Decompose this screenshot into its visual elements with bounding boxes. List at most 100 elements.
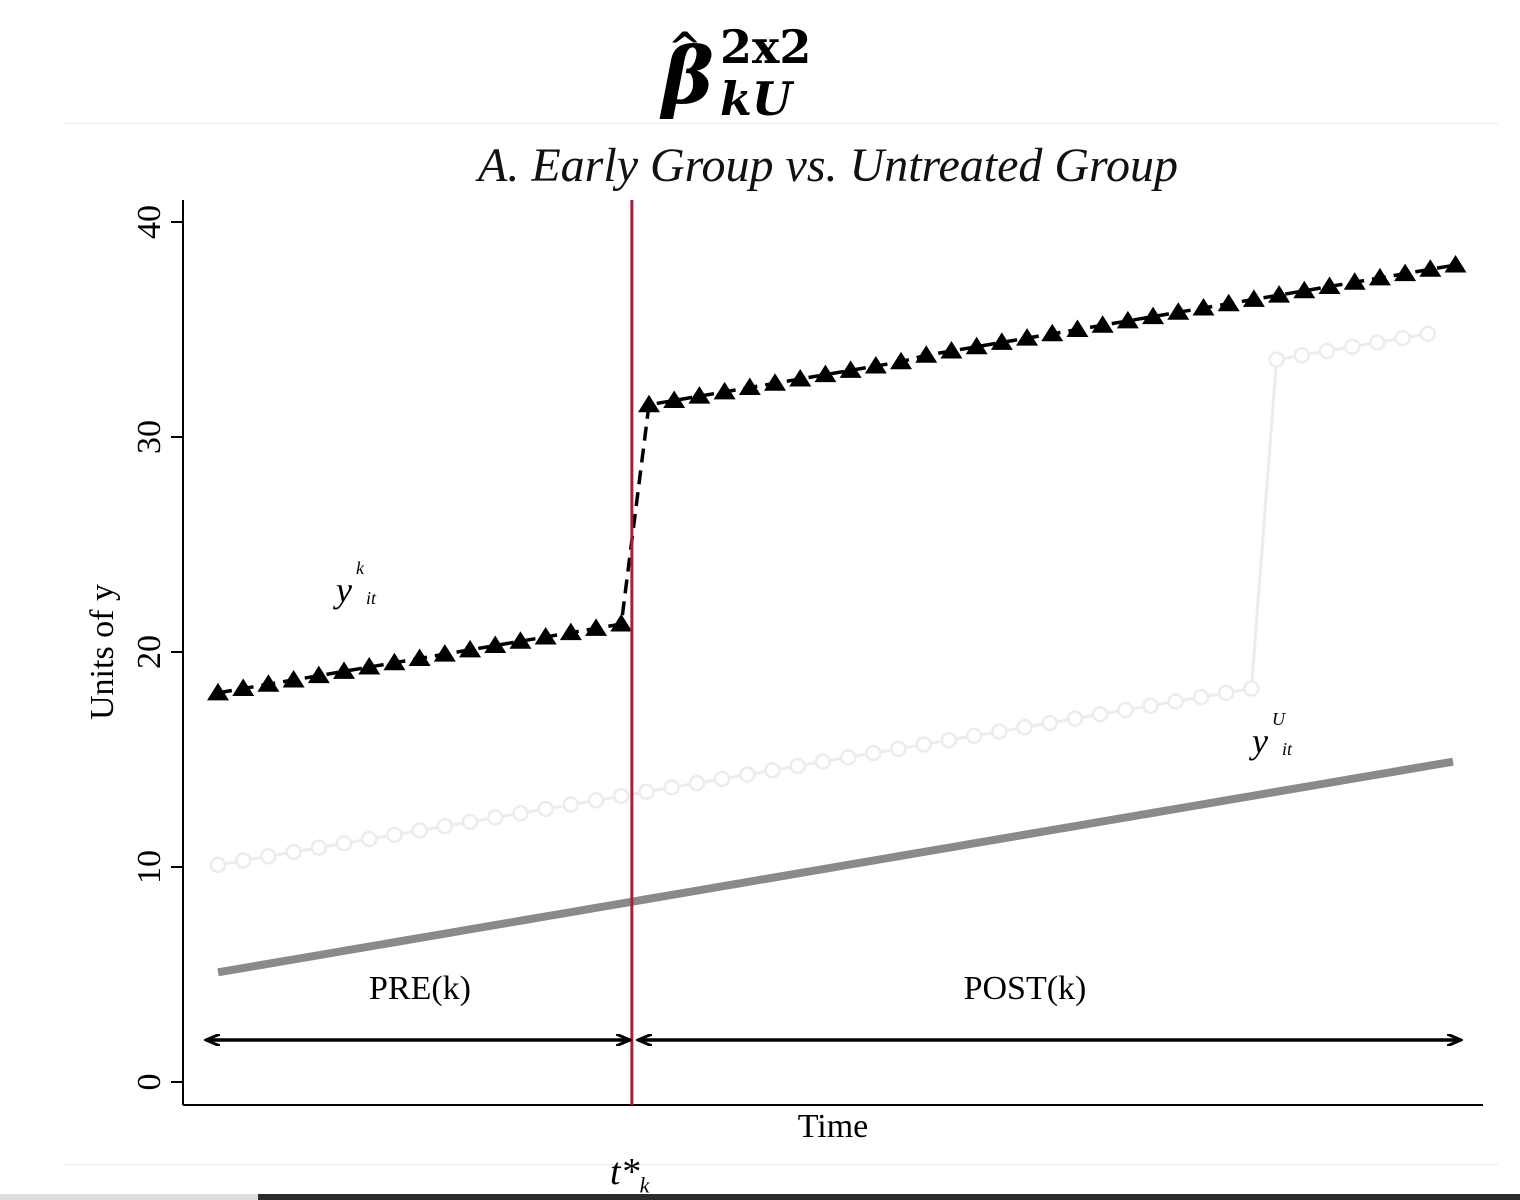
data-point-early-group — [1041, 323, 1064, 342]
data-point-later-group — [814, 753, 832, 770]
data-point-later-group — [1142, 697, 1159, 714]
data-point-early-group — [789, 368, 812, 387]
data-point-early-group — [1343, 272, 1366, 290]
data-point-later-group — [739, 766, 756, 783]
data-point-early-group — [713, 381, 736, 400]
data-point-early-group — [1318, 276, 1341, 294]
window-bottom-strip — [0, 1194, 1520, 1200]
data-point-early-group — [1293, 280, 1316, 299]
data-point-early-group — [333, 661, 356, 679]
y-tick-label: 40 — [131, 205, 168, 239]
data-point-early-group — [358, 657, 381, 675]
data-point-later-group — [436, 817, 454, 835]
data-point-early-group — [559, 622, 582, 641]
data-point-early-group — [1242, 289, 1265, 307]
series-label-untreated-group-base: y — [1249, 721, 1268, 761]
data-point-later-group — [209, 856, 227, 874]
series-line-early-group — [217, 263, 1456, 695]
data-point-later-group — [1419, 325, 1437, 343]
data-point-later-group — [1394, 329, 1411, 347]
y-tick-label: 20 — [131, 635, 168, 669]
data-point-early-group — [509, 631, 532, 649]
data-point-later-group — [537, 800, 554, 818]
data-point-later-group — [1343, 338, 1361, 355]
data-point-early-group — [484, 635, 507, 654]
data-point-later-group — [789, 757, 806, 775]
data-point-later-group — [386, 826, 403, 843]
data-point-early-group — [1394, 263, 1417, 282]
data-point-later-group — [512, 805, 529, 822]
estimator-title: β ^ 2x2 kU — [662, 18, 862, 128]
data-point-early-group — [839, 360, 862, 378]
data-point-later-group — [234, 852, 252, 869]
data-point-early-group — [637, 394, 660, 413]
data-point-later-group — [461, 813, 479, 831]
x-axis-label: Time — [798, 1108, 869, 1145]
data-point-later-group — [865, 744, 882, 762]
data-point-early-group — [1167, 302, 1190, 320]
series-label-untreated-group-sup: U — [1272, 709, 1286, 729]
data-point-early-group — [307, 665, 330, 684]
data-point-later-group — [310, 839, 328, 856]
data-point-early-group — [764, 373, 787, 391]
chart-title: A. Early Group vs. Untreated Group — [478, 139, 1178, 192]
top-divider — [64, 123, 1498, 124]
data-point-later-group — [587, 792, 605, 809]
series-label-early-group-sup: k — [356, 558, 365, 578]
data-point-later-group — [1117, 701, 1134, 719]
data-point-later-group — [1369, 334, 1386, 351]
axes: 0 10 20 30 40 — [131, 200, 1483, 1106]
data-point-early-group — [940, 341, 963, 359]
data-point-early-group — [1066, 319, 1089, 337]
data-point-early-group — [814, 364, 837, 383]
y-axis-label: Units of y — [84, 584, 121, 720]
data-point-early-group — [1268, 285, 1291, 303]
data-point-early-group — [534, 626, 557, 645]
data-point-early-group — [688, 386, 711, 404]
data-point-later-group — [1041, 714, 1058, 732]
data-point-early-group — [459, 639, 482, 658]
data-point-early-group — [1192, 298, 1215, 316]
bottom-divider — [64, 1164, 1498, 1165]
data-point-later-group — [713, 770, 731, 788]
data-point-later-group — [486, 809, 504, 826]
data-point-early-group — [738, 377, 761, 396]
data-point-later-group — [991, 723, 1008, 740]
data-point-early-group — [408, 648, 431, 666]
data-point-later-group — [1192, 688, 1210, 706]
data-point-early-group — [207, 682, 229, 701]
data-point-early-group — [1116, 310, 1139, 329]
series-label-untreated-group-sub: it — [1282, 739, 1293, 759]
data-point-later-group — [285, 843, 302, 861]
data-point-later-group — [1016, 719, 1033, 736]
data-point-later-group — [1318, 342, 1336, 360]
data-point-later-group — [1243, 680, 1260, 697]
y-tick-label: 10 — [131, 850, 168, 884]
estimator-subscript: kU — [720, 72, 792, 126]
data-point-later-group — [965, 727, 983, 745]
data-point-later-group — [940, 731, 958, 749]
data-point-early-group — [663, 390, 686, 408]
data-point-later-group — [1268, 351, 1285, 368]
data-point-later-group — [663, 779, 680, 796]
data-point-early-group — [1419, 259, 1442, 277]
data-point-early-group — [1142, 306, 1165, 325]
series-line-untreated-group — [217, 757, 1454, 977]
y-tick-label: 30 — [131, 420, 168, 454]
data-point-early-group — [990, 332, 1013, 350]
data-point-later-group — [839, 749, 857, 766]
data-point-later-group — [915, 736, 932, 753]
data-point-later-group — [260, 848, 277, 865]
series-label-early-group-sub: it — [366, 588, 377, 608]
data-point-later-group — [1066, 710, 1084, 727]
beta-symbol: β — [662, 31, 714, 122]
series-label-early-group-base: y — [333, 570, 352, 610]
data-point-later-group — [764, 762, 781, 779]
data-point-early-group — [232, 678, 255, 697]
data-point-later-group — [688, 774, 706, 792]
data-point-early-group — [257, 674, 280, 692]
data-point-early-group — [282, 669, 305, 688]
pre-period-label: PRE(k) — [369, 970, 471, 1007]
